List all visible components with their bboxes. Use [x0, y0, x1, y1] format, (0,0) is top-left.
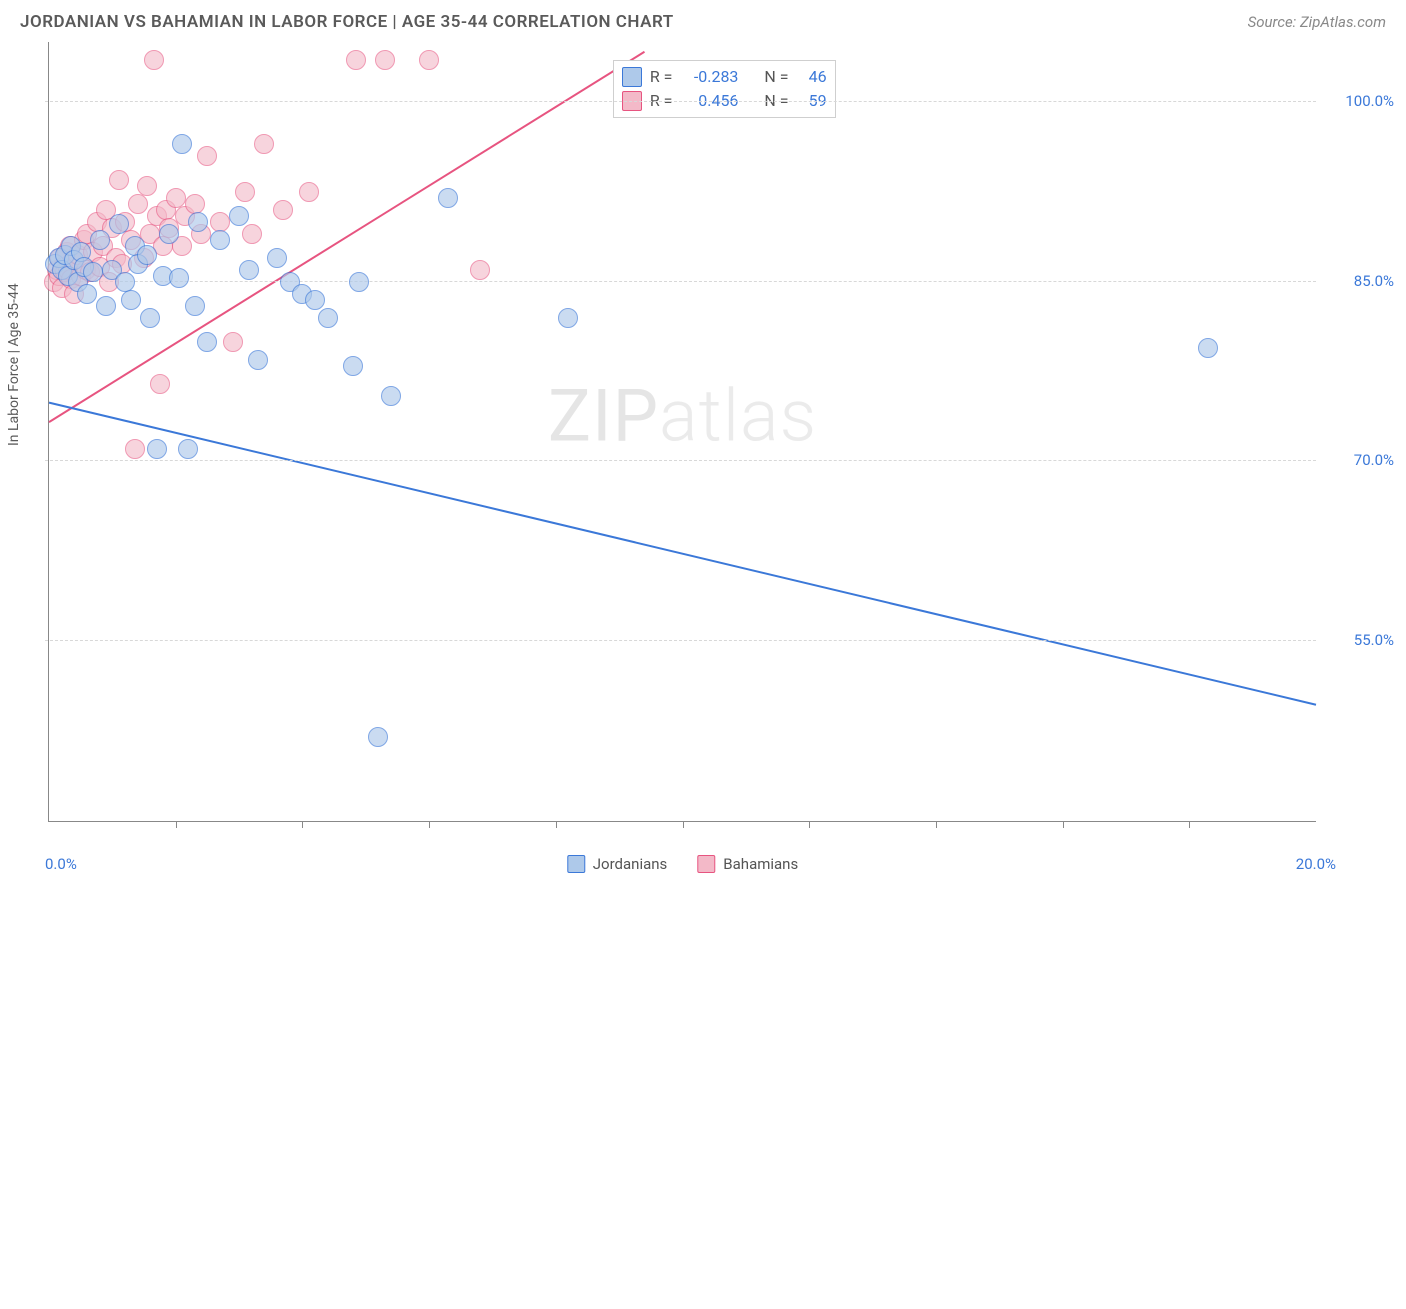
scatter-point — [83, 262, 103, 282]
stats-legend-box: R = -0.283 N = 46 R = 0.456 N = 59 — [613, 60, 836, 118]
x-tick — [809, 821, 810, 828]
scatter-point — [223, 332, 243, 352]
scatter-point — [368, 727, 388, 747]
stat-n-jordanians: 46 — [797, 65, 827, 89]
scatter-point — [197, 146, 217, 166]
y-tick-label: 85.0% — [1324, 272, 1394, 290]
scatter-point — [172, 134, 192, 154]
scatter-point — [185, 296, 205, 316]
scatter-point — [346, 50, 366, 70]
scatter-point — [273, 200, 293, 220]
scatter-point — [1198, 338, 1218, 358]
swatch-jordanians-icon — [567, 855, 585, 873]
x-tick — [683, 821, 684, 828]
scatter-point — [178, 439, 198, 459]
scatter-point — [318, 308, 338, 328]
scatter-point — [197, 332, 217, 352]
scatter-point — [150, 374, 170, 394]
y-tick-label: 55.0% — [1324, 631, 1394, 649]
scatter-point — [254, 134, 274, 154]
scatter-point — [210, 230, 230, 250]
scatter-point — [239, 260, 259, 280]
scatter-point — [109, 170, 129, 190]
scatter-point — [185, 194, 205, 214]
x-tick — [1063, 821, 1064, 828]
scatter-point — [375, 50, 395, 70]
legend-bottom: Jordanians Bahamians — [567, 855, 798, 873]
scatter-point — [558, 308, 578, 328]
scatter-point — [419, 50, 439, 70]
x-tick — [1189, 821, 1190, 828]
scatter-point — [109, 214, 129, 234]
plot-area: ZIPatlas R = -0.283 N = 46 R = 0.456 N =… — [49, 42, 1316, 821]
x-axis-min-label: 0.0% — [45, 855, 77, 873]
scatter-point — [229, 206, 249, 226]
swatch-bahamians-icon — [697, 855, 715, 873]
y-axis-label: In Labor Force | Age 35-44 — [6, 283, 22, 446]
y-gridline: 55.0% — [45, 640, 1316, 641]
y-gridline: 70.0% — [45, 460, 1316, 461]
scatter-point — [137, 245, 157, 265]
x-axis-max-label: 20.0% — [1296, 855, 1336, 873]
scatter-point — [121, 290, 141, 310]
scatter-point — [299, 182, 319, 202]
scatter-point — [147, 439, 167, 459]
scatter-point — [343, 356, 363, 376]
scatter-point — [128, 194, 148, 214]
x-tick — [556, 821, 557, 828]
legend-item-jordanians: Jordanians — [567, 855, 668, 873]
trend-lines — [49, 42, 1316, 1309]
chart-source: Source: ZipAtlas.com — [1248, 13, 1386, 31]
scatter-point — [96, 296, 116, 316]
scatter-point — [169, 268, 189, 288]
scatter-point — [267, 248, 287, 268]
stat-r-label: R = — [650, 65, 673, 89]
legend-label-bahamians: Bahamians — [723, 855, 798, 873]
chart-header: JORDANIAN VS BAHAMIAN IN LABOR FORCE | A… — [0, 0, 1406, 40]
legend-label-jordanians: Jordanians — [593, 855, 668, 873]
swatch-jordanians-icon — [622, 67, 642, 87]
scatter-point — [470, 260, 490, 280]
x-tick — [936, 821, 937, 828]
scatter-point — [137, 176, 157, 196]
scatter-point — [349, 272, 369, 292]
scatter-point — [438, 188, 458, 208]
scatter-point — [188, 212, 208, 232]
scatter-point — [144, 50, 164, 70]
scatter-point — [166, 188, 186, 208]
x-tick — [302, 821, 303, 828]
scatter-point — [90, 230, 110, 250]
chart-title: JORDANIAN VS BAHAMIAN IN LABOR FORCE | A… — [20, 12, 674, 32]
stat-r-jordanians: -0.283 — [680, 65, 738, 89]
scatter-point — [77, 284, 97, 304]
y-gridline: 85.0% — [45, 281, 1316, 282]
scatter-point — [125, 439, 145, 459]
scatter-point — [305, 290, 325, 310]
x-tick — [176, 821, 177, 828]
stats-row-jordanians: R = -0.283 N = 46 — [622, 65, 827, 89]
y-tick-label: 70.0% — [1324, 451, 1394, 469]
scatter-point — [242, 224, 262, 244]
scatter-point — [235, 182, 255, 202]
scatter-point — [381, 386, 401, 406]
scatter-point — [159, 224, 179, 244]
legend-item-bahamians: Bahamians — [697, 855, 798, 873]
scatter-point — [140, 308, 160, 328]
y-gridline: 100.0% — [45, 101, 1316, 102]
y-tick-label: 100.0% — [1324, 92, 1394, 110]
x-tick — [429, 821, 430, 828]
stat-n-label: N = — [764, 65, 788, 89]
chart-area: ZIPatlas R = -0.283 N = 46 R = 0.456 N =… — [48, 42, 1316, 822]
scatter-point — [248, 350, 268, 370]
trend-line — [49, 403, 1316, 705]
